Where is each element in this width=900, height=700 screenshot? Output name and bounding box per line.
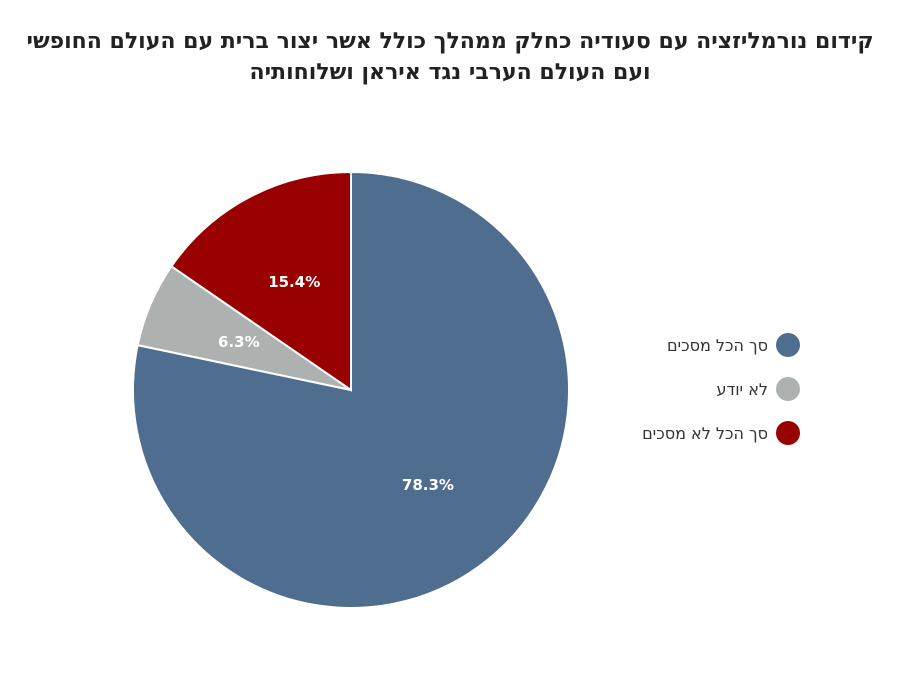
pie-slice-disagree: [170, 170, 352, 392]
chart-title: קידום נורמליזציה עם סעודיה כחלק ממהלך כו…: [20, 26, 880, 88]
legend-item-agree: סך הכל מסכים: [600, 332, 800, 358]
chart-title-line-1: קידום נורמליזציה עם סעודיה כחלק ממהלך כו…: [26, 29, 874, 54]
legend-item-disagree: סך הכל לא מסכים: [600, 420, 800, 446]
legend-item-dont-know: לא יודע: [600, 376, 800, 402]
legend-swatch-dont-know: [776, 377, 800, 401]
slice-label-disagree: 15.4%: [268, 273, 320, 291]
legend-label-dont-know: לא יודע: [716, 379, 768, 399]
legend-swatch-agree: [776, 333, 800, 357]
chart-legend: סך הכל מסכים לא יודע סך הכל לא מסכים: [600, 332, 800, 464]
slice-label-dont-know: 6.3%: [218, 333, 260, 351]
legend-swatch-disagree: [776, 421, 800, 445]
slice-label-agree: 78.3%: [402, 476, 454, 494]
chart-title-line-2: ועם העולם הערבי נגד איראן ושלוחותיה: [249, 60, 651, 85]
legend-label-disagree: סך הכל לא מסכים: [642, 423, 768, 443]
legend-label-agree: סך הכל מסכים: [666, 335, 768, 355]
